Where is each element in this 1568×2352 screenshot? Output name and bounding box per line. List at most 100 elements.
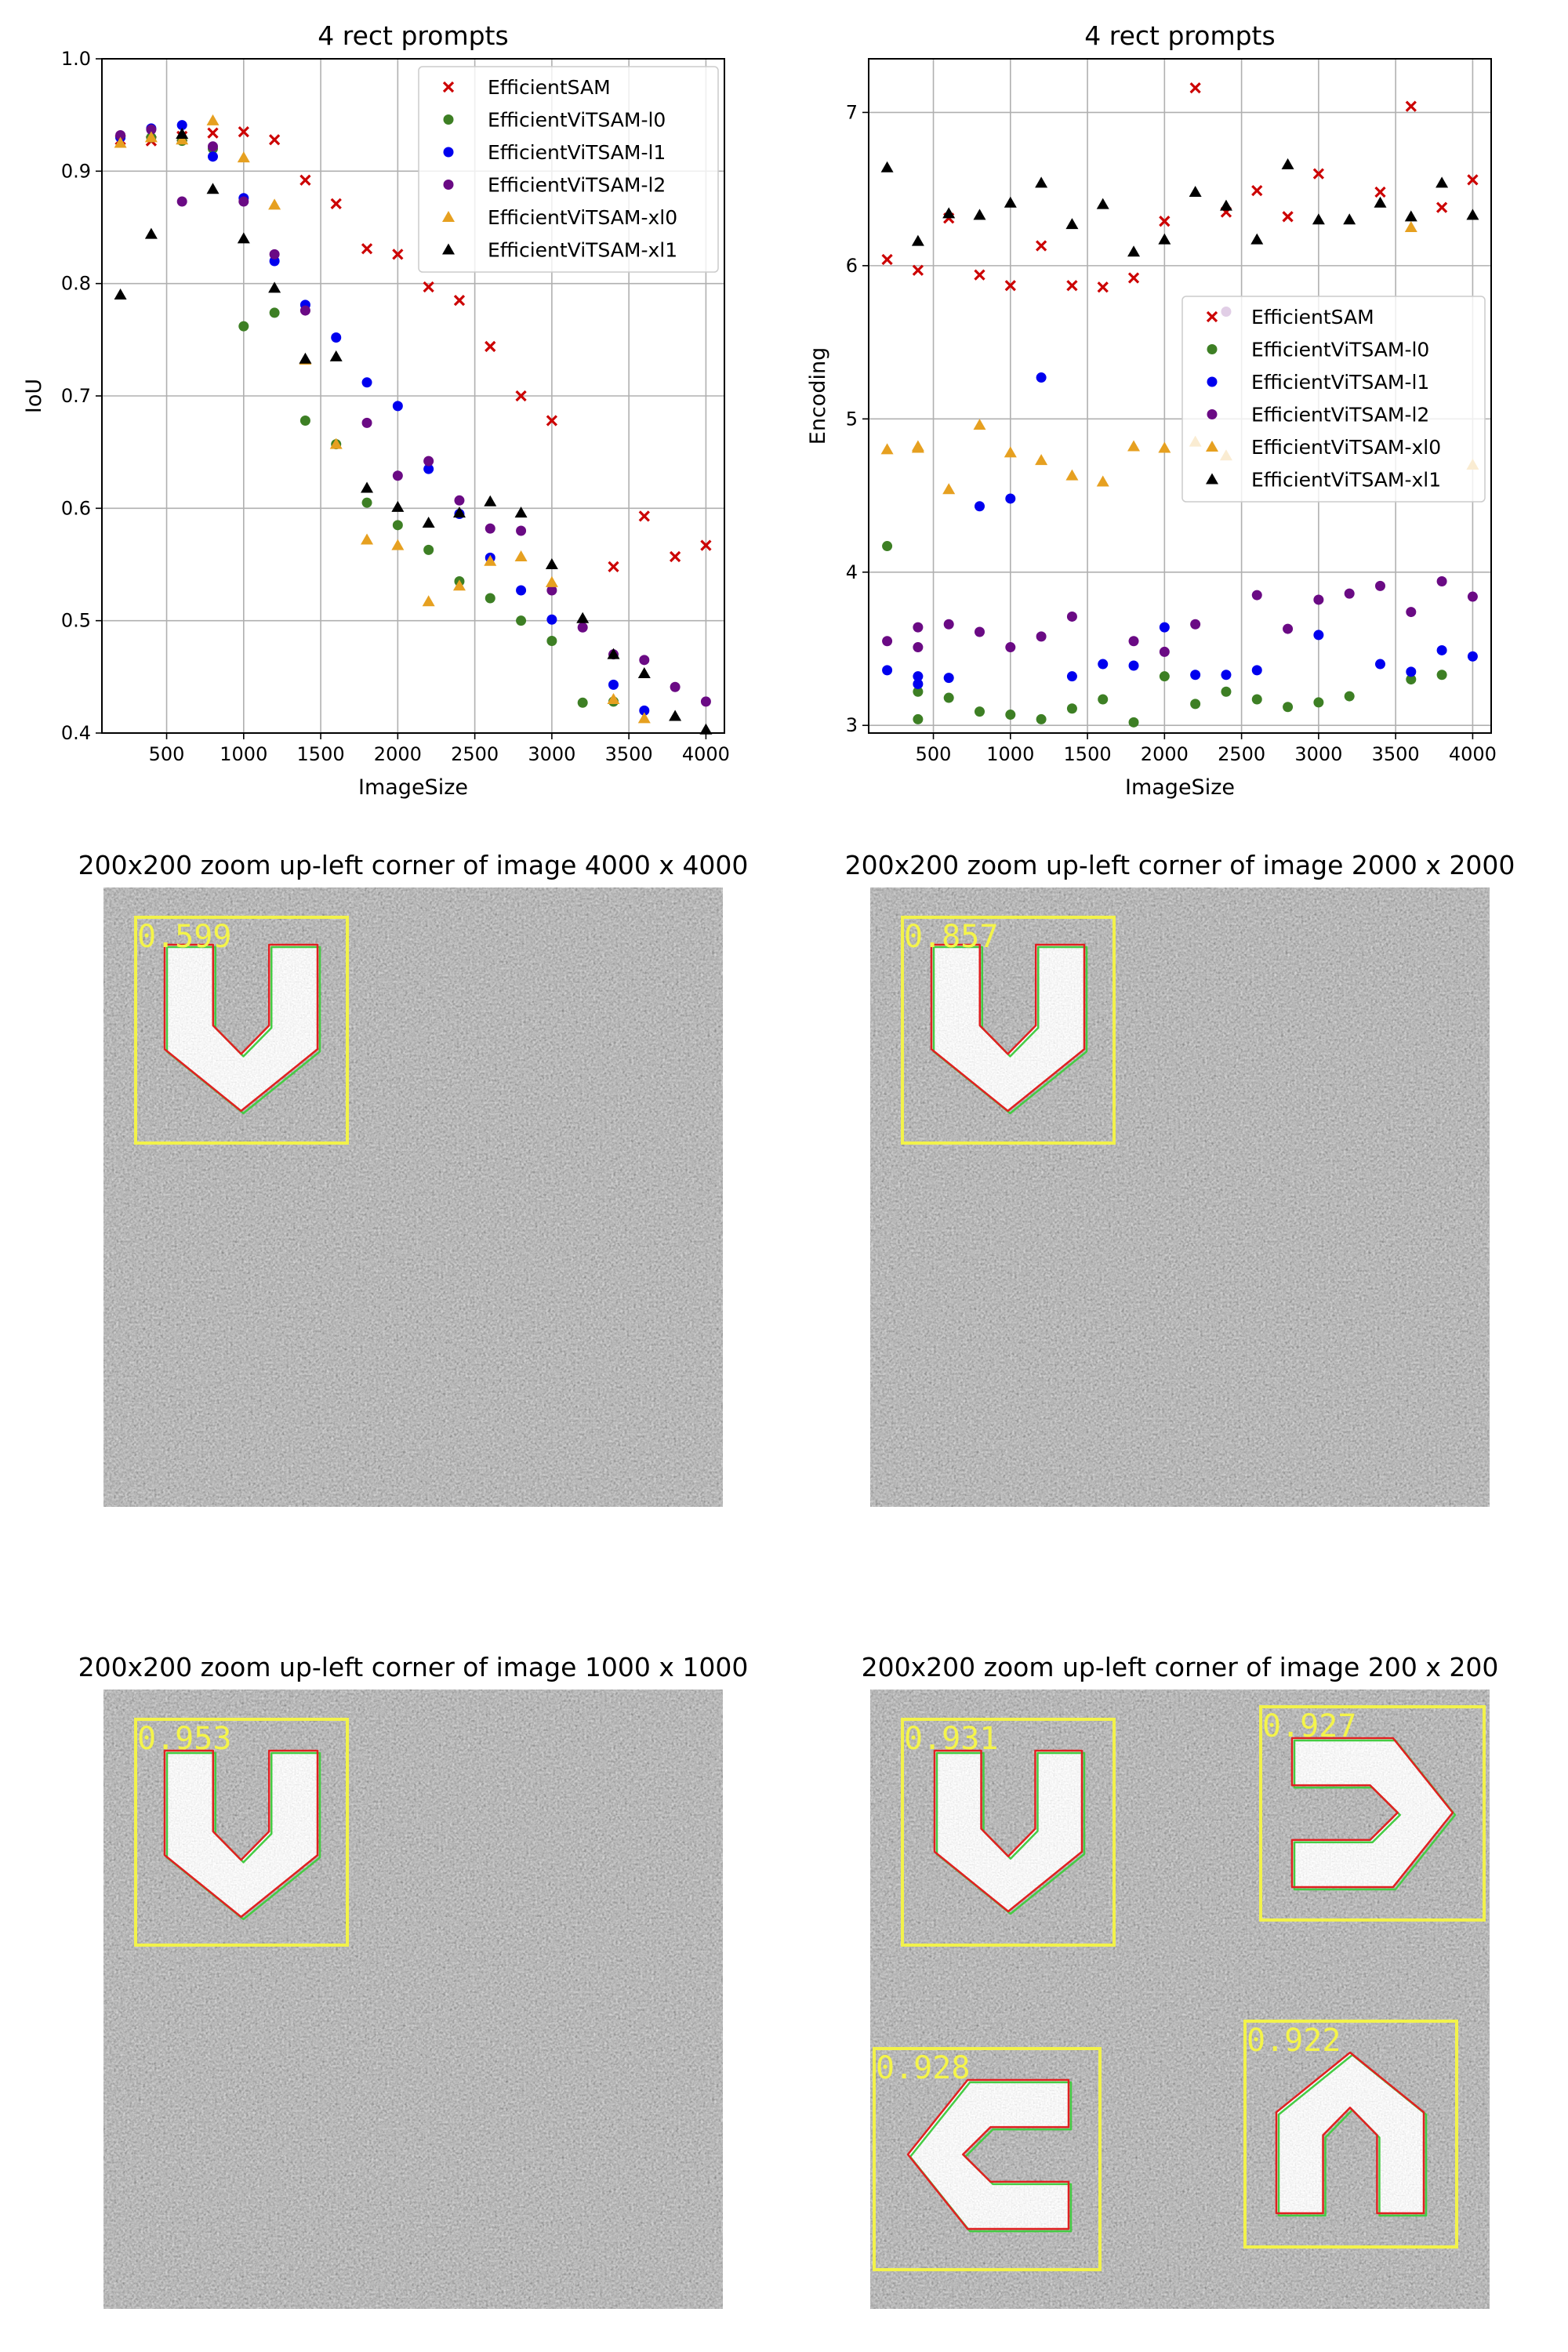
data-point-efficientvitsam-l2 bbox=[269, 249, 280, 260]
legend-box bbox=[1181, 296, 1486, 503]
mask-outline-pred bbox=[930, 943, 1086, 1112]
data-point-efficientsam bbox=[1312, 168, 1325, 180]
x-tick-label: 4000 bbox=[682, 743, 730, 765]
marker-stroke bbox=[330, 198, 342, 210]
data-point-efficientvitsam-l0 bbox=[1283, 702, 1294, 713]
data-point-efficientvitsam-l0 bbox=[882, 541, 893, 552]
prompt-box bbox=[901, 916, 1116, 1145]
mask-outline-gt bbox=[909, 2081, 1073, 2233]
data-point-efficientsam bbox=[423, 281, 434, 293]
legend-label-efficientvitsam-xl0: EfficientViTSAM-xl0 bbox=[1251, 436, 1441, 459]
data-point-efficientvitsam-l0 bbox=[943, 692, 954, 703]
data-point-efficientvitsam-xl0 bbox=[607, 693, 620, 704]
data-point-efficientvitsam-xl1 bbox=[1343, 213, 1356, 225]
data-point-efficientsam bbox=[330, 198, 342, 210]
marker-stroke bbox=[515, 390, 527, 402]
zoom-panel-title: 200x200 zoom up-left corner of image 200… bbox=[845, 850, 1515, 880]
data-point-efficientsam bbox=[974, 269, 985, 281]
marker-stroke bbox=[1066, 280, 1078, 292]
data-point-efficientvitsam-xl1 bbox=[484, 495, 497, 506]
x-tick-label: 2500 bbox=[451, 743, 499, 765]
data-point-efficientvitsam-l1 bbox=[608, 679, 619, 690]
object-shape bbox=[931, 945, 1084, 1111]
marker-stroke bbox=[442, 81, 455, 93]
mask-outline-pred bbox=[163, 943, 319, 1112]
data-point-efficientvitsam-l1 bbox=[516, 585, 527, 596]
legend-marker-efficientvitsam-l2 bbox=[1207, 409, 1218, 419]
marker-stroke bbox=[974, 269, 985, 281]
data-point-efficientvitsam-xl0 bbox=[1127, 440, 1141, 452]
data-point-efficientvitsam-l1 bbox=[1374, 659, 1385, 670]
prompt-box bbox=[134, 916, 349, 1145]
data-point-efficientvitsam-xl1 bbox=[299, 352, 312, 364]
data-point-efficientsam bbox=[1127, 272, 1140, 284]
data-point-efficientvitsam-l2 bbox=[1066, 611, 1077, 622]
zoom-panel-title: 200x200 zoom up-left corner of image 100… bbox=[78, 1652, 749, 1682]
data-point-efficientsam bbox=[1189, 82, 1201, 94]
marker-stroke bbox=[1035, 240, 1047, 252]
zoom-panel-4000: 200x200 zoom up-left corner of image 400… bbox=[78, 850, 748, 1507]
prompt-box bbox=[1243, 2020, 1458, 2249]
data-point-efficientvitsam-l2 bbox=[1374, 580, 1385, 591]
data-point-efficientvitsam-l1 bbox=[943, 673, 954, 684]
data-point-efficientvitsam-xl0 bbox=[329, 437, 343, 449]
data-point-efficientsam bbox=[453, 295, 466, 307]
data-point-efficientvitsam-l1 bbox=[208, 151, 219, 162]
data-point-efficientsam bbox=[361, 243, 373, 255]
marker-stroke bbox=[1436, 201, 1448, 213]
legend-label-efficientvitsam-l0: EfficientViTSAM-l0 bbox=[1251, 339, 1429, 361]
object-shape bbox=[1276, 2053, 1424, 2213]
legend-marker-efficientsam bbox=[1206, 310, 1218, 323]
y-tick-label: 0.7 bbox=[61, 385, 91, 407]
legend-marker-efficientvitsam-l0 bbox=[1207, 344, 1218, 354]
marker-stroke bbox=[1282, 211, 1294, 223]
data-point-efficientvitsam-l2 bbox=[913, 622, 924, 633]
data-point-efficientvitsam-l0 bbox=[1406, 674, 1417, 685]
data-point-efficientvitsam-l2 bbox=[1005, 642, 1016, 653]
x-tick-label: 1000 bbox=[220, 743, 267, 765]
data-point-efficientvitsam-l0 bbox=[1313, 697, 1324, 708]
marker-stroke bbox=[546, 415, 558, 426]
legend-label-efficientvitsam-l1: EfficientViTSAM-l1 bbox=[488, 141, 666, 164]
data-point-efficientvitsam-l0 bbox=[1190, 699, 1201, 710]
data-point-efficientvitsam-xl0 bbox=[1004, 446, 1017, 458]
data-point-efficientvitsam-l0 bbox=[269, 307, 280, 318]
data-point-efficientvitsam-l1 bbox=[176, 120, 187, 131]
y-tick-label: 1.0 bbox=[61, 48, 91, 70]
data-point-efficientvitsam-l2 bbox=[1344, 588, 1355, 599]
data-point-efficientvitsam-l2 bbox=[115, 129, 126, 140]
data-point-efficientvitsam-l0 bbox=[1251, 694, 1262, 705]
data-point-efficientvitsam-l1 bbox=[1159, 622, 1170, 633]
marker-stroke bbox=[1159, 216, 1171, 227]
data-point-efficientvitsam-xl0 bbox=[361, 533, 374, 545]
marker-stroke bbox=[1312, 168, 1325, 180]
data-point-efficientvitsam-xl0 bbox=[1158, 441, 1171, 453]
data-point-efficientvitsam-l1 bbox=[331, 332, 342, 343]
mask-outline-pred bbox=[906, 2078, 1070, 2230]
data-point-efficientvitsam-l2 bbox=[700, 696, 711, 707]
marker-stroke bbox=[268, 134, 281, 146]
data-point-efficientvitsam-l2 bbox=[208, 141, 219, 152]
encoding-chart-xlabel: ImageSize bbox=[1125, 775, 1235, 800]
legend-marker-efficientvitsam-l1 bbox=[443, 147, 454, 158]
legend-label-efficientvitsam-l1: EfficientViTSAM-l1 bbox=[1251, 371, 1429, 394]
y-tick-label: 0.4 bbox=[61, 722, 91, 744]
marker-stroke bbox=[608, 561, 619, 572]
data-point-efficientvitsam-l2 bbox=[454, 495, 465, 506]
encoding-chart-points bbox=[880, 82, 1479, 728]
data-point-efficientsam bbox=[238, 126, 249, 138]
zoom-panel-title: 200x200 zoom up-left corner of image 200… bbox=[862, 1652, 1499, 1682]
marker-stroke bbox=[1004, 280, 1016, 292]
zoom-detections: 0.857 bbox=[901, 916, 1116, 1145]
data-point-efficientsam bbox=[1251, 184, 1263, 197]
mask-outline-pred bbox=[1290, 1737, 1454, 1889]
x-tick-label: 3500 bbox=[605, 743, 653, 765]
object-shape bbox=[1292, 1738, 1453, 1887]
y-tick-label: 0.8 bbox=[61, 273, 91, 295]
data-point-efficientsam bbox=[392, 249, 404, 260]
data-point-efficientvitsam-xl1 bbox=[1035, 176, 1048, 188]
data-point-efficientvitsam-l0 bbox=[361, 497, 372, 508]
data-point-efficientvitsam-l2 bbox=[299, 305, 310, 316]
marker-stroke bbox=[1374, 186, 1386, 198]
data-point-efficientvitsam-xl1 bbox=[206, 183, 220, 194]
